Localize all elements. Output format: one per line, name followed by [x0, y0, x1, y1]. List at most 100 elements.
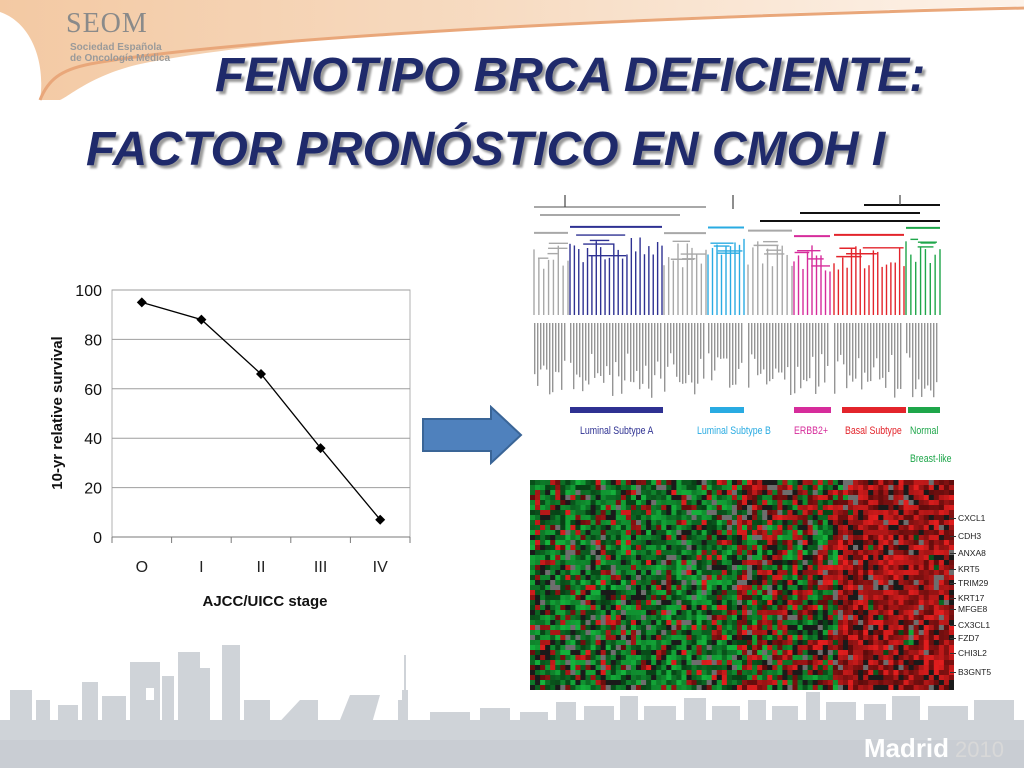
heatmap-cell	[772, 660, 778, 666]
heatmap-cell	[625, 500, 632, 506]
heatmap-cell	[782, 580, 788, 586]
heatmap-cell	[923, 665, 930, 671]
heatmap-cell	[918, 570, 925, 576]
heatmap-cell	[807, 605, 814, 611]
heatmap-cell	[671, 665, 677, 671]
sample-label-mark	[711, 323, 713, 381]
heatmap-cell	[928, 585, 935, 591]
heatmap-cell	[731, 505, 738, 511]
heatmap-cell	[706, 615, 713, 621]
heatmap-cell	[590, 510, 597, 516]
heatmap-cell	[858, 655, 864, 661]
heatmap-cell	[530, 675, 536, 681]
heatmap-cell	[762, 510, 768, 516]
sample-label-mark	[594, 323, 596, 378]
heatmap-cell	[686, 620, 692, 626]
heatmap-cell	[792, 495, 798, 501]
heatmap-cell	[676, 540, 682, 546]
heatmap-cell	[681, 570, 687, 576]
heatmap-cell	[686, 605, 692, 611]
heatmap-cell	[731, 635, 738, 641]
heatmap-cell	[747, 625, 753, 631]
heatmap-cell	[630, 680, 637, 686]
heatmap-cell	[772, 575, 778, 581]
heatmap-cell	[641, 495, 647, 501]
heatmap-cell	[918, 605, 925, 611]
heatmap-cell	[938, 685, 945, 690]
heatmap-cell	[651, 525, 657, 531]
heatmap-cell	[777, 490, 783, 496]
heatmap-cell	[615, 550, 622, 556]
heatmap-cell	[701, 555, 708, 561]
heatmap-cell	[590, 595, 597, 601]
heatmap-cell	[570, 675, 576, 681]
heatmap-cell	[630, 515, 637, 521]
heatmap-cell	[545, 680, 551, 686]
heatmap-cell	[540, 570, 546, 576]
heatmap-cell	[736, 480, 743, 486]
heatmap-cell	[878, 630, 884, 636]
heatmap-cell	[807, 655, 814, 661]
heatmap-cell	[923, 585, 930, 591]
heatmap-cell	[575, 535, 581, 541]
heatmap-cell	[676, 665, 682, 671]
heatmap-cell	[752, 540, 758, 546]
heatmap-cell	[832, 515, 839, 521]
heatmap-cell	[807, 500, 814, 506]
heatmap-cell	[540, 500, 546, 506]
heatmap-cell	[918, 645, 925, 651]
heatmap-cell	[757, 530, 763, 536]
heatmap-cell	[767, 510, 773, 516]
heatmap-cell	[560, 500, 566, 506]
heatmap-cell	[625, 605, 632, 611]
sample-label-mark	[738, 323, 740, 369]
gene-tick-mark	[950, 583, 956, 584]
heatmap-cell	[908, 660, 915, 666]
heatmap-cell	[848, 505, 854, 511]
heatmap-cell	[736, 545, 743, 551]
heatmap-cell	[666, 615, 672, 621]
heatmap-cell	[933, 610, 940, 616]
heatmap-cell	[792, 625, 798, 631]
heatmap-cell	[575, 655, 581, 661]
heatmap-cell	[802, 665, 809, 671]
heatmap-cell	[636, 555, 642, 561]
heatmap-cell	[893, 565, 899, 571]
heatmap-cell	[853, 500, 859, 506]
heatmap-cell	[853, 540, 859, 546]
sample-label-mark	[870, 323, 872, 382]
heatmap-cell	[620, 575, 627, 581]
heatmap-cell	[540, 640, 546, 646]
heatmap-cell	[736, 495, 743, 501]
heatmap-cell	[868, 515, 874, 521]
heatmap-cell	[752, 585, 758, 591]
heatmap-cell	[913, 560, 920, 566]
heatmap-cell	[676, 660, 682, 666]
sample-label-mark	[600, 323, 602, 376]
heatmap-cell	[812, 660, 819, 666]
heatmap-cell	[550, 630, 556, 636]
sample-label-mark	[763, 323, 765, 370]
heatmap-cell	[701, 615, 708, 621]
heatmap-cell	[787, 490, 793, 496]
heatmap-cell	[721, 490, 728, 496]
heatmap-cell	[716, 685, 723, 690]
heatmap-cell	[656, 510, 662, 516]
heatmap-cell	[757, 585, 763, 591]
heatmap-cell	[555, 595, 561, 601]
heatmap-cell	[701, 585, 708, 591]
heatmap-cell	[585, 535, 591, 541]
heatmap-cell	[726, 495, 733, 501]
heatmap-cell	[585, 600, 591, 606]
sample-label-mark	[667, 323, 669, 367]
heatmap-cell	[590, 575, 597, 581]
heatmap-cell	[812, 570, 819, 576]
heatmap-cell	[807, 675, 814, 681]
heatmap-cell	[777, 495, 783, 501]
sample-label-mark	[615, 323, 617, 363]
heatmap-cell	[555, 590, 561, 596]
heatmap-cell	[615, 490, 622, 496]
heatmap-cell	[873, 590, 879, 596]
heatmap-cell	[903, 630, 909, 636]
heatmap-cell	[535, 570, 541, 576]
